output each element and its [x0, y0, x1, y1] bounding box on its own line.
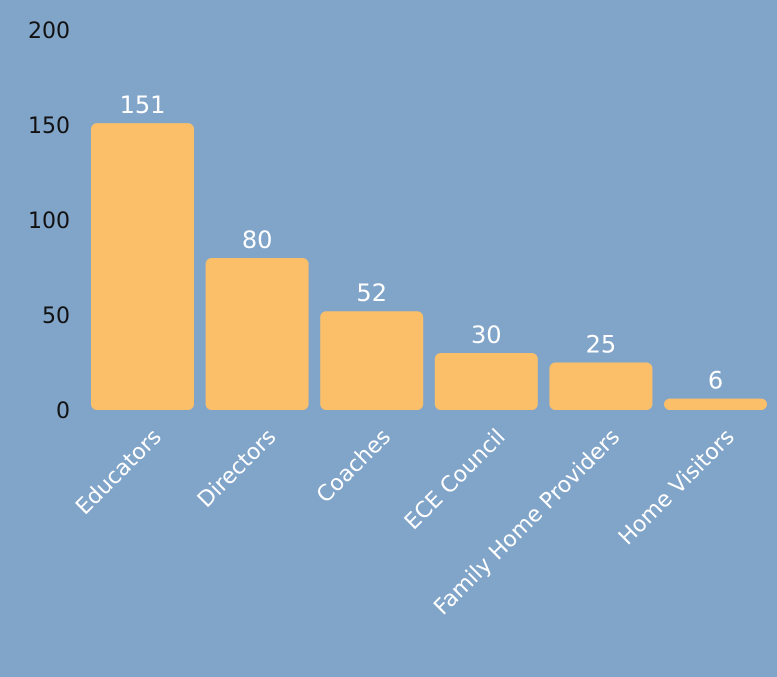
y-tick-label: 100: [28, 209, 70, 234]
bar-directors: [205, 258, 309, 410]
x-tick-label: ECE Council: [400, 425, 510, 535]
data-label: 80: [242, 226, 273, 254]
bar-home-visitors: [664, 398, 767, 410]
bar-ece-council: [434, 353, 538, 410]
x-tick-label: Family Home Providers: [429, 425, 625, 621]
x-axis: Educators Directors Coaches ECE CouncilFami…: [71, 425, 739, 621]
x-tick-label: Directors: [193, 425, 281, 513]
y-tick-label: 150: [28, 114, 70, 139]
bar-family-home-providers: [549, 362, 653, 410]
data-label: 30: [471, 321, 502, 349]
x-tick-label: Home Visitors: [614, 425, 740, 551]
y-axis: 0 50 100 150 200: [28, 19, 70, 424]
bar-educators: [91, 123, 194, 410]
data-label: 6: [708, 367, 723, 395]
x-tick-label: Educators: [71, 425, 166, 520]
bars: [91, 123, 767, 410]
y-tick-label: 200: [28, 19, 70, 44]
x-tick-label: Coaches: [312, 425, 396, 509]
y-tick-label: 0: [56, 399, 70, 424]
bar-coaches: [320, 311, 424, 410]
data-label: 25: [586, 331, 617, 359]
data-label: 151: [120, 91, 166, 119]
data-label: 52: [356, 279, 387, 307]
y-tick-label: 50: [42, 304, 70, 329]
data-labels: 151 80 52 30 25 6: [120, 91, 724, 395]
